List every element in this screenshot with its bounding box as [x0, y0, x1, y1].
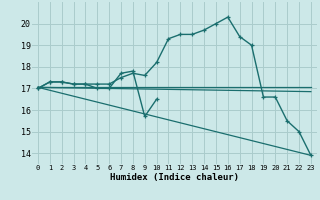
X-axis label: Humidex (Indice chaleur): Humidex (Indice chaleur) — [110, 173, 239, 182]
